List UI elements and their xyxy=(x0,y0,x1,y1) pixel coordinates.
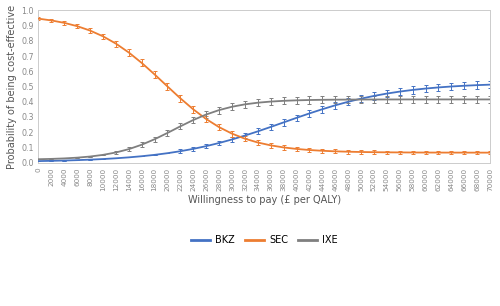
Legend: BKZ, SEC, IXE: BKZ, SEC, IXE xyxy=(187,231,342,249)
X-axis label: Willingness to pay (£ per QALY): Willingness to pay (£ per QALY) xyxy=(188,195,341,205)
Y-axis label: Probability of being cost-effective: Probability of being cost-effective xyxy=(7,4,17,169)
